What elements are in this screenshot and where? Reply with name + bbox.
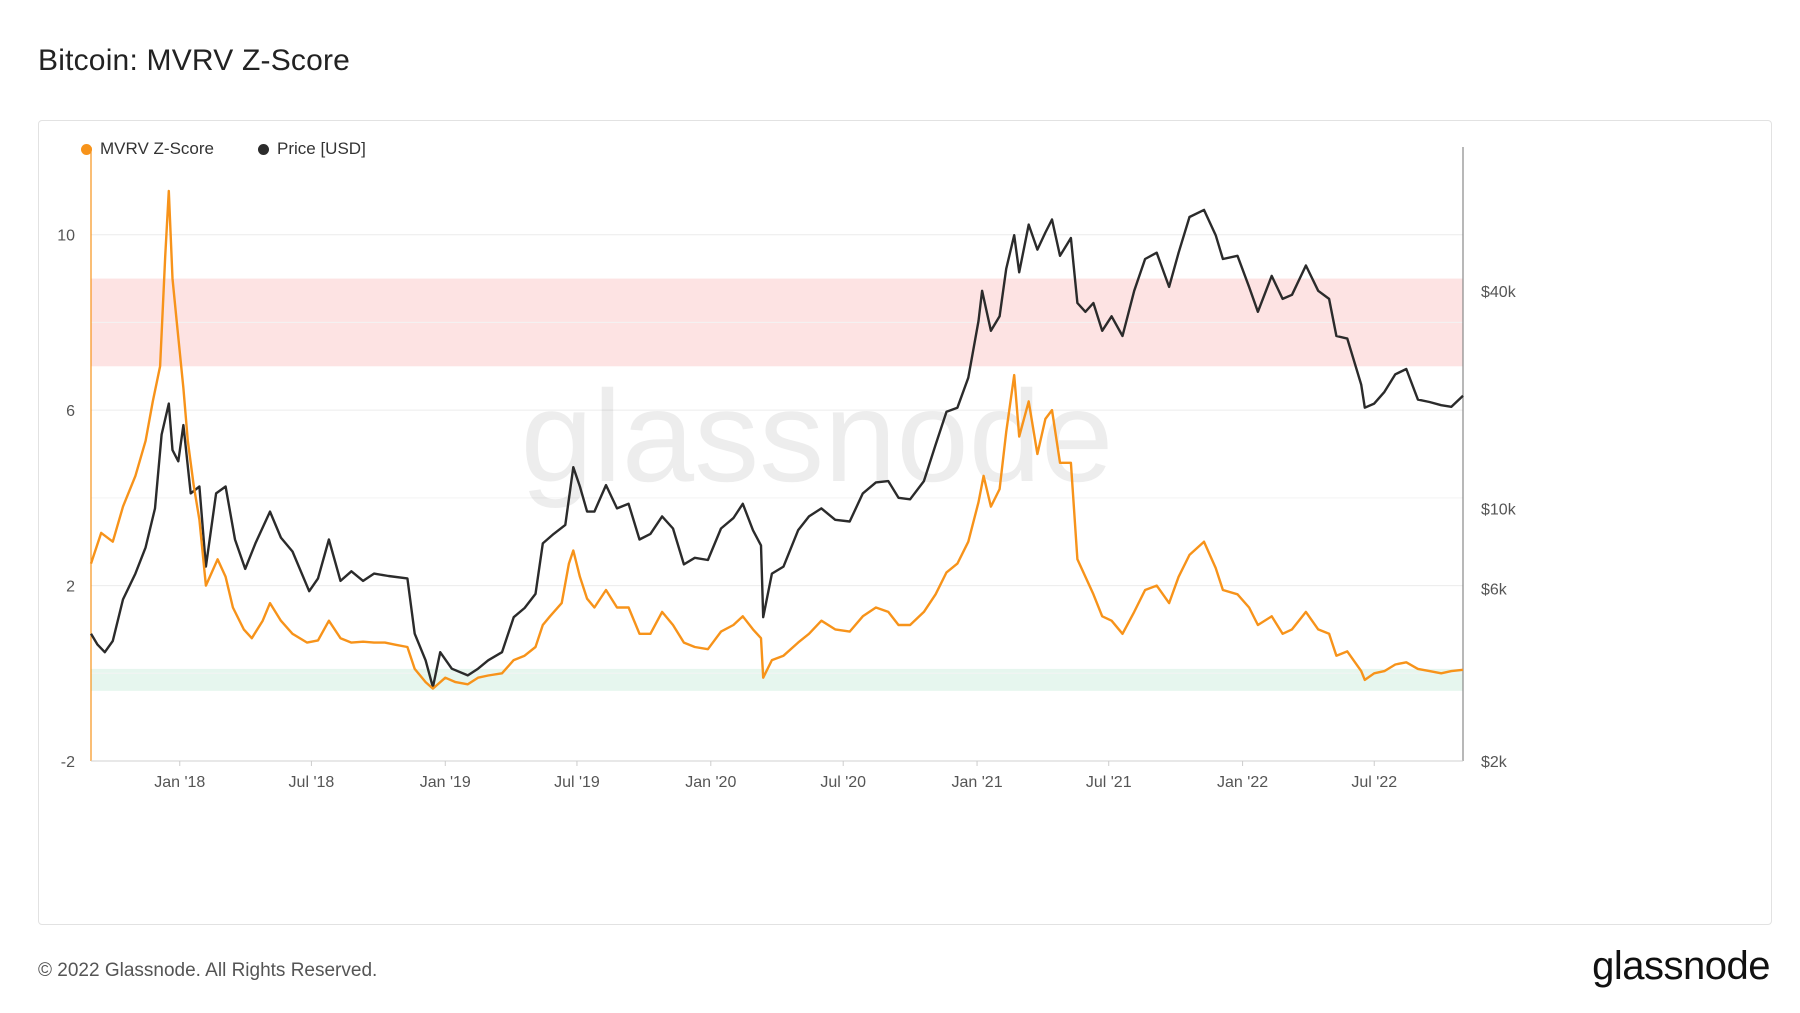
legend-item-mvrv[interactable]: MVRV Z-Score bbox=[81, 139, 214, 159]
y-left-tick-label: 2 bbox=[66, 579, 75, 596]
y-right-tick-label: $6k bbox=[1481, 582, 1508, 599]
y-left-tick-label: -2 bbox=[61, 754, 75, 771]
y-left-tick-label: 10 bbox=[57, 228, 75, 245]
watermark: glassnode bbox=[521, 363, 1114, 509]
legend-label-mvrv: MVRV Z-Score bbox=[100, 139, 214, 158]
legend: MVRV Z-Score Price [USD] bbox=[81, 139, 366, 159]
y-right-tick-label: $40k bbox=[1481, 284, 1517, 301]
legend-dot-mvrv bbox=[81, 143, 92, 155]
series-line-mvrv bbox=[89, 189, 1464, 690]
x-tick-label: Jan '20 bbox=[685, 774, 736, 791]
chart-svg: glassnode 10 6 2 -2 $40k $10k $6k $2k Jan '18 Jul … bbox=[57, 147, 1517, 791]
chart-panel: glassnode 10 6 2 -2 $40k $10k $6k $2k Jan '18 Jul … bbox=[38, 120, 1772, 925]
y-right-tick-label: $2k bbox=[1481, 754, 1508, 771]
y-right-tick-label: $10k bbox=[1481, 501, 1517, 518]
series-line-price bbox=[89, 208, 1464, 689]
legend-item-price[interactable]: Price [USD] bbox=[258, 139, 366, 159]
x-tick-label: Jan '18 bbox=[154, 774, 205, 791]
legend-dot-price bbox=[258, 143, 269, 155]
x-tick-label: Jul '18 bbox=[289, 774, 335, 791]
legend-label-price: Price [USD] bbox=[277, 139, 366, 158]
x-tick-label: Jul '19 bbox=[554, 774, 600, 791]
glassnode-logo: glassnode bbox=[1592, 944, 1770, 988]
x-tick-label: Jan '21 bbox=[952, 774, 1003, 791]
x-tick-label: Jan '22 bbox=[1217, 774, 1268, 791]
x-tick-label: Jul '20 bbox=[820, 774, 866, 791]
x-tick-label: Jan '19 bbox=[420, 774, 471, 791]
y-left-tick-label: 6 bbox=[66, 403, 75, 420]
band-1 bbox=[91, 668, 1463, 691]
x-tick-label: Jul '22 bbox=[1351, 774, 1397, 791]
x-tick-label: Jul '21 bbox=[1086, 774, 1132, 791]
chart-title: Bitcoin: MVRV Z-Score bbox=[38, 44, 351, 77]
footer-copyright: © 2022 Glassnode. All Rights Reserved. bbox=[38, 960, 378, 981]
